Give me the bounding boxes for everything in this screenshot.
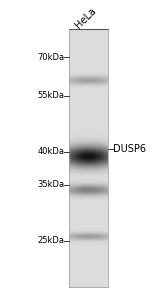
Text: 55kDa: 55kDa <box>38 91 65 100</box>
Text: DUSP6: DUSP6 <box>113 144 146 154</box>
Text: HeLa: HeLa <box>73 6 98 30</box>
Text: 70kDa: 70kDa <box>38 52 65 62</box>
Text: 40kDa: 40kDa <box>38 147 65 156</box>
Text: 35kDa: 35kDa <box>38 180 65 189</box>
Text: 25kDa: 25kDa <box>38 236 65 245</box>
